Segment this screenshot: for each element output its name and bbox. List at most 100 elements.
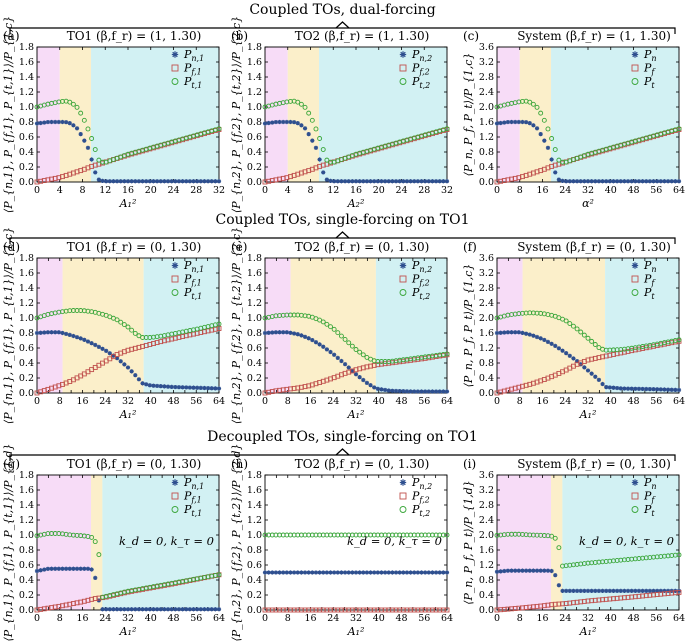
y-tick-label: 1.8 <box>19 42 34 53</box>
y-tick-label: 0.4 <box>247 358 262 369</box>
data-point <box>299 570 304 575</box>
data-point <box>524 568 529 573</box>
data-point <box>549 341 554 346</box>
data-point <box>216 126 222 132</box>
data-point <box>538 132 543 137</box>
data-point <box>611 385 616 390</box>
data-point <box>151 607 156 612</box>
legend-label: Pt <box>643 286 655 301</box>
data-point <box>647 588 652 593</box>
y-tick-label: 0.2 <box>247 162 262 173</box>
y-tick-label: 0.0 <box>247 388 262 399</box>
panel-label: (e) <box>231 240 247 254</box>
data-point <box>111 353 116 358</box>
data-point <box>574 588 580 593</box>
y-tick-label: 1.0 <box>19 530 34 541</box>
legend-marker <box>171 275 179 283</box>
data-point <box>509 568 514 573</box>
data-point <box>34 121 40 126</box>
data-point <box>125 324 131 330</box>
y-tick-label: 0.4 <box>479 590 494 601</box>
data-point <box>625 588 631 593</box>
data-point <box>368 570 373 575</box>
data-point <box>676 387 682 393</box>
data-point <box>549 533 555 539</box>
data-point <box>629 386 634 391</box>
y-tick-label: 0.0 <box>479 388 494 399</box>
panel-label: (f) <box>463 240 477 254</box>
y-tick-label: 1.2 <box>247 87 262 98</box>
data-point <box>147 179 152 184</box>
y-tick-label: 0.0 <box>19 605 34 616</box>
data-point <box>651 588 656 593</box>
data-point <box>270 120 275 125</box>
data-point <box>169 384 174 389</box>
legend-label: Pn,1 <box>183 48 204 63</box>
data-point <box>368 383 373 388</box>
data-point <box>96 177 101 182</box>
data-point <box>676 588 682 593</box>
data-point <box>582 365 587 370</box>
y-tick-label: 1.6 <box>479 117 494 128</box>
data-point <box>578 179 583 184</box>
data-point <box>673 179 678 184</box>
x-tick-label: 0 <box>262 396 268 407</box>
data-point <box>158 179 163 184</box>
panel-label: (c) <box>463 29 479 43</box>
data-point <box>96 552 102 558</box>
data-point <box>651 179 656 184</box>
y-tick-label: 0.6 <box>19 560 34 571</box>
panel-note: k_d = 0, k_τ = 0 <box>119 534 214 548</box>
series-circle <box>494 531 682 569</box>
data-point <box>379 179 384 184</box>
data-point <box>317 157 322 162</box>
legend-marker <box>399 506 407 513</box>
data-point <box>133 179 138 184</box>
data-point <box>313 126 319 132</box>
data-point <box>665 387 671 392</box>
data-point <box>375 179 380 184</box>
data-point <box>622 386 627 391</box>
data-point <box>309 117 315 123</box>
data-point <box>644 386 649 392</box>
data-point <box>151 179 156 184</box>
data-point <box>574 359 580 364</box>
series-square <box>494 338 682 396</box>
x-tick-label: 32 <box>350 613 362 624</box>
x-tick-label: 12 <box>327 185 339 196</box>
legend-marker <box>399 479 407 486</box>
x-axis-label: A₁² <box>347 625 365 638</box>
data-point <box>353 179 359 184</box>
data-point <box>184 179 189 184</box>
data-point <box>133 373 138 378</box>
data-point <box>397 179 402 184</box>
data-point <box>596 588 602 593</box>
data-point <box>350 570 355 575</box>
data-point <box>531 123 536 128</box>
panel-label: (d) <box>3 240 20 254</box>
data-point <box>125 607 131 612</box>
data-point <box>155 607 160 612</box>
data-point <box>498 330 503 335</box>
data-point <box>202 385 207 391</box>
data-point <box>604 588 609 593</box>
data-point <box>132 330 138 336</box>
x-tick-label: 64 <box>213 613 225 624</box>
data-point <box>165 607 171 612</box>
x-tick-label: 56 <box>190 396 202 407</box>
data-point <box>585 368 591 373</box>
legend-label: Pt,1 <box>183 286 202 301</box>
data-point <box>34 330 40 336</box>
data-point <box>158 607 163 612</box>
x-tick-label: 56 <box>650 613 662 624</box>
data-point <box>527 568 532 573</box>
data-point <box>209 386 214 391</box>
x-tick-label: 16 <box>536 613 548 624</box>
series-star <box>262 119 450 184</box>
data-point <box>567 588 572 593</box>
data-point <box>520 119 525 125</box>
legend-marker <box>631 64 639 72</box>
row-bracket-peak <box>335 448 350 456</box>
data-point <box>673 387 678 392</box>
region-cyan <box>551 47 679 182</box>
